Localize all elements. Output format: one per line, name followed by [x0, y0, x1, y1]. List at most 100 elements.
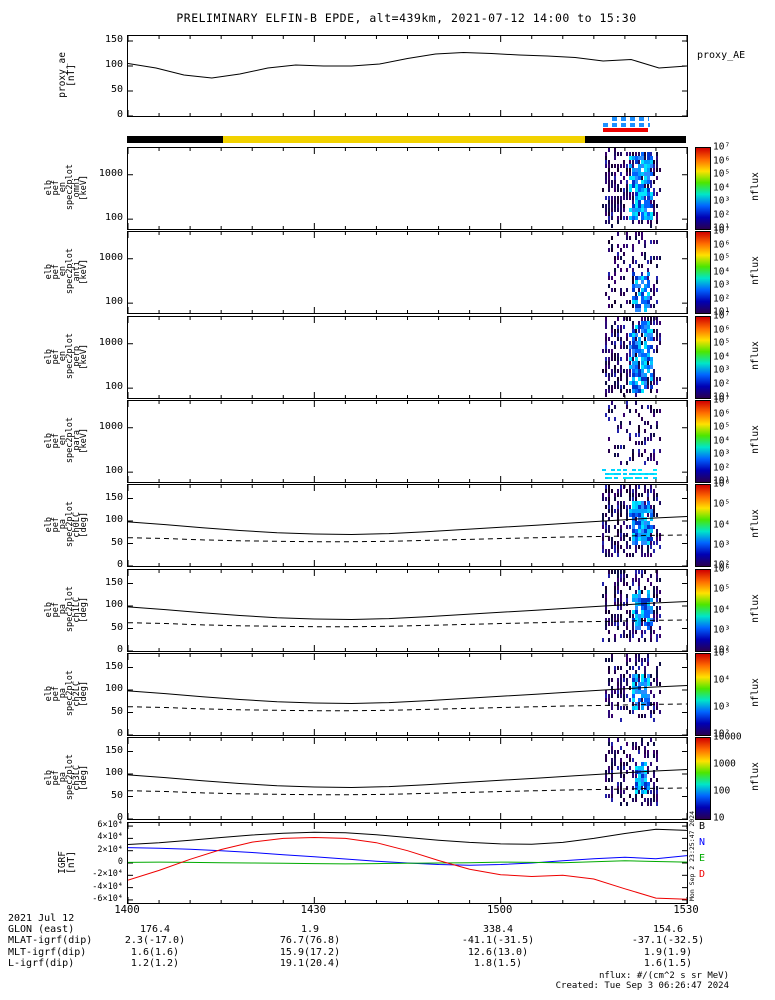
- x-axis-labels: 1400 1430 1500 1530: [0, 904, 775, 916]
- colorbar-tick-label: 100: [713, 785, 731, 797]
- panel-en_para: [127, 400, 688, 483]
- pa_ch3-ylabel: elb pef pa spec2plot ch3LC [deg]: [44, 737, 89, 818]
- pa_ch0-ytick-labels: 0 50 100 150: [88, 484, 125, 570]
- orbit-segment: [585, 136, 686, 143]
- proxy-ae-right-label: proxy_AE: [697, 50, 746, 61]
- pa_ch3-colorbar-ticks: 10000 1000 100 10: [713, 732, 755, 822]
- igrf-ylabel: IGRF [nT]: [46, 822, 88, 902]
- nflux-units-note: nflux: #/(cm^2 s sr MeV): [598, 971, 729, 981]
- colorbar-tick-label: 10²: [713, 559, 731, 571]
- footer-row-label: MLAT-igrf(dip): [8, 935, 93, 946]
- colorbar-tick-label: 10³: [713, 701, 731, 713]
- footer-value: 176.4: [139, 924, 171, 935]
- pa_ch1-ytick-labels: 0 50 100 150: [88, 569, 125, 655]
- colorbar-tick-label: 10: [713, 812, 725, 824]
- y-tick-label: 100: [104, 514, 123, 525]
- colorbar-tick-label: 10¹: [713, 222, 731, 234]
- pa_ch3-colorbar: [695, 737, 711, 820]
- colorbar-tick-label: 10⁶: [713, 323, 731, 335]
- en_omni-colorbar-ticks: 10⁷ 10⁶ 10⁵ 10⁴ 10³ 10² 10¹: [713, 142, 755, 232]
- y-tick-label: 0: [116, 644, 123, 655]
- y-tick-label: 150: [104, 34, 123, 45]
- colorbar-tick-label: 10³: [713, 448, 731, 460]
- y-tick-label: 1000: [98, 420, 123, 432]
- footer-date: 2021 Jul 12: [8, 913, 75, 924]
- colorbar-tick-label: 10²: [713, 728, 731, 740]
- y-tick-label: 0: [116, 559, 123, 570]
- footer-value: 1.9: [300, 924, 320, 935]
- science-zone-bar: [602, 128, 648, 132]
- en_omni-colorbar-title: nflux: [749, 171, 761, 201]
- igrf-legend-D: D: [699, 869, 706, 880]
- footer-value: 338.4: [482, 924, 514, 935]
- panel-en_anti: [127, 231, 688, 314]
- panel-pa_ch2: [127, 653, 688, 736]
- colorbar-tick-label: 10²: [713, 292, 731, 304]
- colorbar-tick-label: 10⁶: [713, 238, 731, 250]
- colorbar-tick-label: 10⁴: [713, 674, 731, 686]
- colorbar-tick-label: 10⁴: [713, 265, 731, 277]
- colorbar-tick-label: 10000: [713, 731, 742, 743]
- pa_ch1-colorbar-ticks: 10⁶ 10⁵ 10⁴ 10³ 10²: [713, 564, 755, 654]
- footer-value: 1.6(1.6): [130, 947, 180, 958]
- pa_ch1-ylabel: elb pef pa spec2plot ch1LC [deg]: [44, 569, 89, 650]
- y-tick-label: 6×10⁴: [97, 819, 123, 830]
- y-axis-title-line: [deg]: [79, 511, 89, 538]
- colorbar-tick-label: 10⁵: [713, 252, 731, 264]
- colorbar-tick-label: 10⁷: [713, 394, 731, 406]
- en_perp-colorbar-title: nflux: [749, 340, 761, 370]
- pa_ch2-colorbar-title: nflux: [749, 677, 761, 707]
- y-tick-label: 1000: [98, 167, 123, 179]
- y-tick-label: -2×10⁴: [92, 869, 123, 880]
- y-tick-label: 100: [104, 599, 123, 610]
- colorbar-tick-label: 10³: [713, 539, 731, 550]
- footer-row-mlt: MLT-igrf(dip) 1.6(1.6) 15.9(17.2) 12.6(1…: [0, 947, 775, 958]
- y-tick-label: -4×10⁴: [92, 881, 123, 892]
- en_perp-colorbar: [695, 316, 711, 399]
- y-axis-title-line: [keV]: [79, 343, 89, 370]
- y-axis-title-line: [nT]: [66, 63, 77, 87]
- colorbar-tick-label: 10⁴: [713, 181, 731, 193]
- pa_ch1-colorbar-title: nflux: [749, 593, 761, 623]
- proxy-ylabel: proxy_ae [nT]: [46, 35, 88, 115]
- footer-value: -37.1(-32.5): [631, 935, 705, 946]
- en_anti-ylabel: elb pef en spec2plot anti [keV]: [44, 231, 89, 312]
- colorbar-tick-label: 1000: [713, 758, 736, 770]
- pa_ch2-colorbar: [695, 653, 711, 736]
- footer-value: 15.9(17.2): [279, 947, 341, 958]
- pa_ch0-colorbar-title: nflux: [749, 508, 761, 538]
- y-tick-label: 0: [116, 109, 123, 120]
- footer-row-label: GLON (east): [8, 924, 75, 935]
- colorbar-tick-label: 10⁵: [713, 168, 731, 180]
- colorbar-tick-label: 10¹: [713, 475, 731, 487]
- en_anti-colorbar: [695, 231, 711, 314]
- panel-pa_ch1: [127, 569, 688, 652]
- y-tick-label: 50: [110, 789, 123, 801]
- colorbar-tick-label: 10³: [713, 364, 731, 376]
- proxy-ytick-labels: 0 50 100 150: [88, 34, 125, 120]
- y-tick-label: 100: [104, 381, 123, 393]
- en_para-colorbar: [695, 400, 711, 483]
- footer-value: 154.6: [652, 924, 684, 935]
- pa_ch1-colorbar: [695, 569, 711, 652]
- footer-value: 12.6(13.0): [467, 947, 529, 958]
- colorbar-tick-label: 10⁷: [713, 141, 731, 153]
- footer-value: 1.2(1.2): [130, 958, 180, 969]
- footer-row-label: L-igrf(dip): [8, 958, 75, 969]
- igrf-legend-B: B: [699, 821, 706, 832]
- pa_ch2-colorbar-ticks: 10⁵ 10⁴ 10³ 10²: [713, 648, 755, 738]
- colorbar-tick-label: 10⁵: [713, 583, 731, 595]
- y-tick-label: 50: [110, 536, 123, 548]
- pa_ch0-colorbar: [695, 484, 711, 567]
- orbit-segment: [127, 136, 224, 143]
- pa_ch0-colorbar-ticks: 10⁶ 10⁵ 10⁴ 10³ 10²: [713, 479, 755, 569]
- en_anti-colorbar-title: nflux: [749, 255, 761, 285]
- y-tick-label: 0: [116, 728, 123, 739]
- footer-row-mlat: MLAT-igrf(dip) 2.3(-17.0) 76.7(76.8) -41…: [0, 935, 775, 946]
- colorbar-tick-label: 10⁷: [713, 225, 731, 237]
- colorbar-tick-label: 10⁵: [713, 337, 731, 349]
- footer-value: 1.8(1.5): [473, 958, 523, 969]
- en_perp-colorbar-ticks: 10⁷ 10⁶ 10⁵ 10⁴ 10³ 10² 10¹: [713, 311, 755, 401]
- pa_ch3-ytick-labels: 0 50 100 150: [88, 737, 125, 823]
- colorbar-tick-label: 10⁶: [713, 478, 731, 490]
